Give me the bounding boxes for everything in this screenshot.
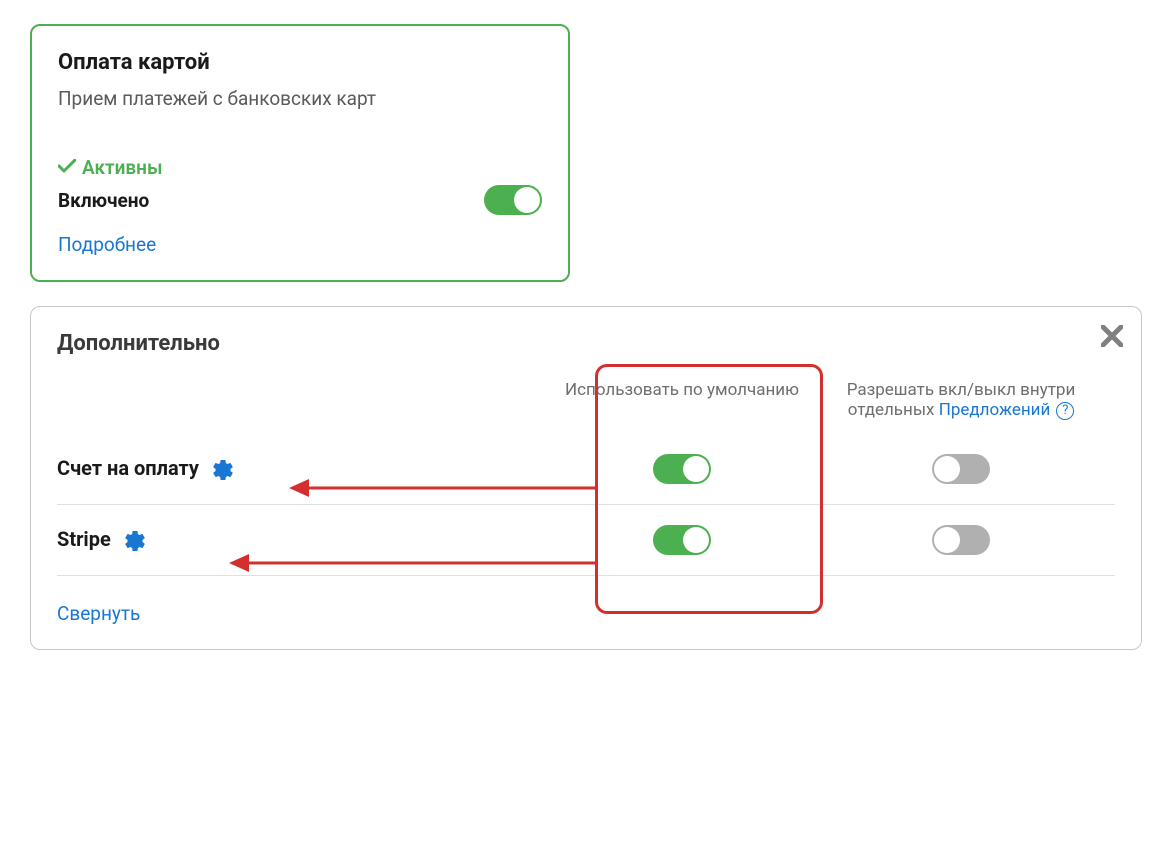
enabled-label: Включено [58, 189, 149, 212]
help-icon[interactable]: ? [1056, 402, 1074, 420]
allow-header-link[interactable]: Предложений [939, 400, 1051, 420]
gear-icon[interactable] [211, 458, 235, 482]
additional-panel: Дополнительно Использовать по умолчанию … [30, 306, 1142, 650]
row-name-cell: Счет на оплату [57, 456, 557, 483]
details-link[interactable]: Подробнее [58, 233, 156, 256]
status-row: Активны [58, 156, 542, 179]
allow-toggle[interactable] [932, 525, 990, 555]
enabled-toggle[interactable] [484, 185, 542, 215]
row-default-cell [557, 454, 807, 484]
card-payment-title: Оплата картой [58, 50, 542, 75]
row-allow-cell [807, 525, 1115, 555]
additional-title: Дополнительно [57, 331, 1115, 356]
row-name-cell: Stripe [57, 527, 557, 554]
status-text: Активны [82, 156, 163, 179]
row-label: Stripe [57, 527, 111, 551]
row-label: Счет на оплату [57, 456, 199, 480]
close-icon[interactable] [1101, 321, 1123, 354]
additional-table: Использовать по умолчанию Разрешать вкл/… [57, 380, 1115, 576]
payment-method-row: Stripe [57, 505, 1115, 576]
enabled-row: Включено [58, 185, 542, 215]
payment-method-row: Счет на оплату [57, 434, 1115, 505]
default-toggle[interactable] [653, 454, 711, 484]
col-default-header: Использовать по умолчанию [557, 380, 807, 400]
card-payment-subtitle: Прием платежей с банковских карт [58, 87, 542, 110]
table-headers: Использовать по умолчанию Разрешать вкл/… [57, 380, 1115, 420]
row-allow-cell [807, 454, 1115, 484]
toggle-knob [683, 527, 709, 553]
gear-icon[interactable] [123, 529, 147, 553]
toggle-knob [683, 456, 709, 482]
check-icon [58, 157, 76, 178]
allow-toggle[interactable] [932, 454, 990, 484]
card-payment-panel: Оплата картой Прием платежей с банковски… [30, 24, 570, 282]
collapse-link[interactable]: Свернуть [57, 602, 140, 625]
row-default-cell [557, 525, 807, 555]
default-toggle[interactable] [653, 525, 711, 555]
toggle-knob [934, 527, 960, 553]
toggle-knob [514, 187, 540, 213]
default-header-text: Использовать по умолчанию [565, 380, 799, 400]
toggle-knob [934, 456, 960, 482]
col-allow-header: Разрешать вкл/выкл внутри отдельных Пред… [807, 380, 1115, 420]
